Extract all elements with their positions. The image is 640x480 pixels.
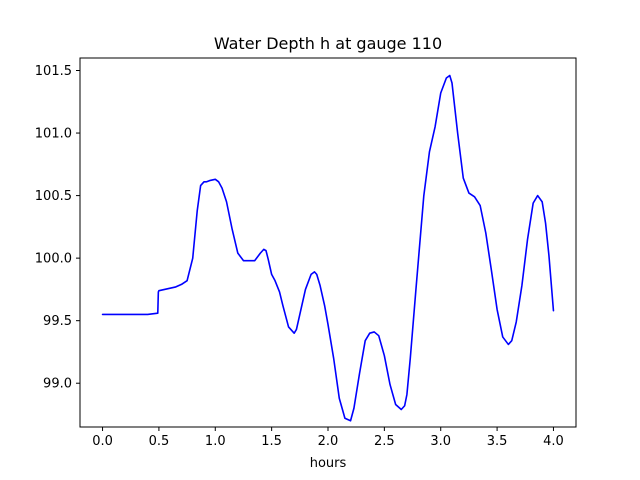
x-tick-label: 2.0 — [318, 434, 339, 449]
chart-title: Water Depth h at gauge 110 — [214, 34, 442, 53]
plot-frame — [79, 57, 577, 428]
x-tick-label: 2.5 — [374, 434, 395, 449]
y-tick-label: 100.0 — [35, 252, 72, 267]
y-tick-label: 99.0 — [43, 377, 72, 392]
x-tick-label: 1.5 — [261, 434, 282, 449]
y-tick-label: 99.5 — [43, 314, 72, 329]
x-tick-label: 0.0 — [92, 434, 113, 449]
x-tick-label: 0.5 — [149, 434, 170, 449]
y-tick-label: 101.0 — [35, 127, 72, 142]
x-tick-label: 3.0 — [430, 434, 451, 449]
plot-area — [101, 74, 555, 422]
series-line-0 — [101, 74, 555, 422]
x-tick-label: 4.0 — [543, 434, 564, 449]
x-tick-label: 1.0 — [205, 434, 226, 449]
y-tick-label: 100.5 — [35, 189, 72, 204]
x-axis-label: hours — [310, 456, 347, 471]
y-tick-label: 101.5 — [35, 64, 72, 79]
y-axis: 99.0 99.5 100.0 100.5 101.0 101.5 — [35, 64, 80, 392]
x-axis: 0.0 0.5 1.0 1.5 2.0 2.5 3.0 3.5 4.0 — [92, 427, 564, 449]
x-tick-label: 3.5 — [487, 434, 508, 449]
